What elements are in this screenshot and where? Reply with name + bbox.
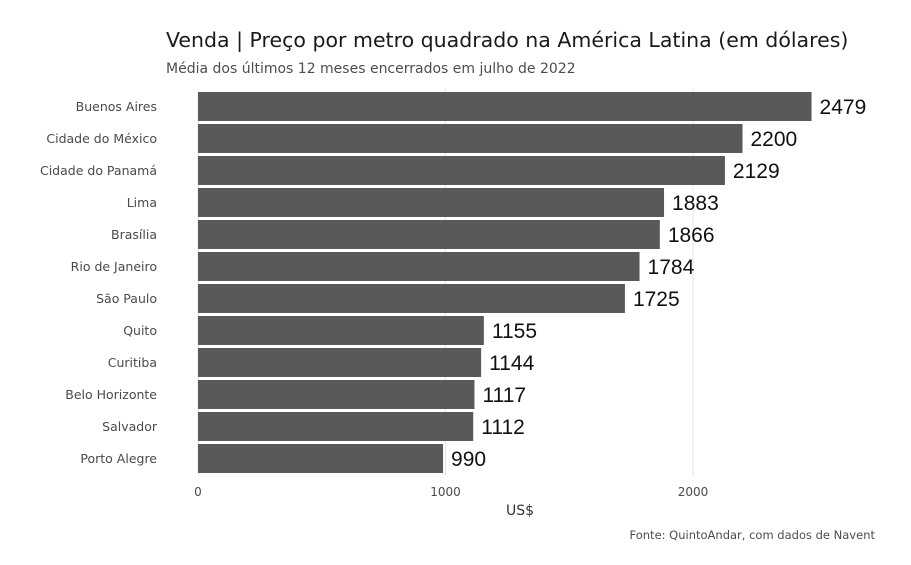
category-label: Curitiba — [108, 355, 157, 370]
bar — [198, 156, 725, 185]
category-label: Quito — [123, 323, 157, 338]
value-label: 1784 — [648, 256, 695, 279]
x-axis-label: US$ — [506, 503, 534, 519]
category-label: Belo Horizonte — [65, 387, 157, 402]
value-label: 2129 — [733, 160, 780, 183]
category-label: São Paulo — [96, 291, 157, 306]
x-tick-label: 1000 — [430, 485, 461, 499]
bar — [198, 252, 640, 281]
category-label: Lima — [127, 195, 157, 210]
bar — [198, 284, 625, 313]
bar — [198, 220, 660, 249]
x-tick-label: 0 — [194, 485, 202, 499]
bar — [198, 124, 743, 153]
x-axis-ticks: 0 1000 2000 — [194, 485, 708, 499]
bars — [198, 92, 812, 473]
chart-subtitle: Média dos últimos 12 meses encerrados em… — [166, 61, 576, 77]
source-caption: Fonte: QuintoAndar, com dados de Navent — [630, 528, 876, 542]
category-label: Porto Alegre — [80, 451, 157, 466]
value-label: 2479 — [820, 96, 867, 119]
value-labels: 2479 2200 2129 1883 1866 1784 1725 1155 1144 1117… — [451, 96, 866, 471]
bar — [198, 188, 665, 217]
category-label: Brasília — [111, 227, 157, 242]
chart-title: Venda | Preço por metro quadrado na Amér… — [166, 28, 848, 53]
value-label: 2200 — [751, 128, 798, 151]
category-label: Rio de Janeiro — [71, 259, 157, 274]
category-label: Cidade do Panamá — [40, 163, 157, 178]
value-label: 1112 — [481, 416, 525, 439]
value-label: 990 — [451, 448, 486, 471]
x-tick-label: 2000 — [678, 485, 709, 499]
category-label: Salvador — [102, 419, 158, 434]
value-label: 1866 — [668, 224, 715, 247]
category-label: Buenos Aires — [76, 99, 157, 114]
bar — [198, 316, 484, 345]
category-labels: Buenos Aires Cidade do México Cidade do Pa… — [40, 99, 158, 466]
bar — [198, 444, 444, 473]
bar — [198, 380, 475, 409]
value-label: 1117 — [482, 384, 526, 407]
bar — [198, 348, 482, 377]
gridlines — [197, 89, 694, 476]
category-label: Cidade do México — [46, 131, 157, 146]
value-label: 1155 — [492, 320, 537, 343]
bar — [198, 92, 812, 121]
bar — [198, 412, 474, 441]
value-label: 1883 — [672, 192, 719, 215]
value-label: 1725 — [633, 288, 680, 311]
value-label: 1144 — [489, 352, 534, 375]
